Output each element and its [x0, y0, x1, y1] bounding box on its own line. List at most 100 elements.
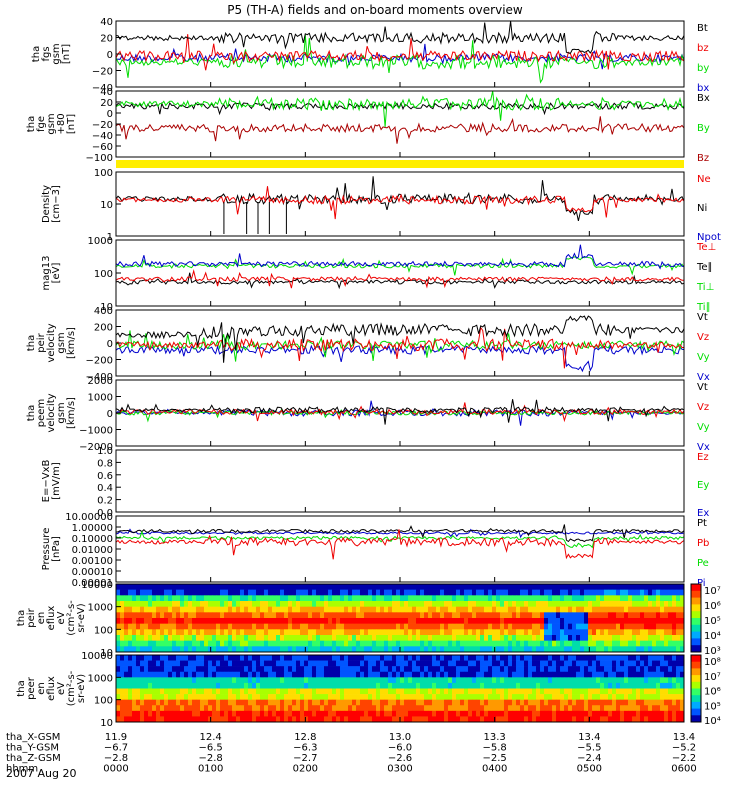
- spec-cell: [224, 623, 229, 630]
- spec-cell: [644, 716, 649, 723]
- spec-cell: [580, 655, 585, 661]
- spec-cell: [312, 671, 317, 678]
- spec-cell: [248, 666, 253, 673]
- spec-cell: [436, 635, 441, 641]
- spec-cell: [372, 612, 377, 619]
- spec-cell: [556, 677, 561, 684]
- spec-cell: [528, 646, 533, 653]
- legend-entry: Pb: [697, 538, 709, 549]
- spec-cell: [388, 710, 393, 717]
- spec-cell: [124, 705, 129, 712]
- spec-cell: [420, 677, 425, 684]
- spec-cell: [644, 655, 649, 661]
- spec-cell: [660, 666, 665, 673]
- spec-cell: [384, 623, 389, 630]
- spec-cell: [356, 635, 361, 641]
- spec-cell: [156, 688, 161, 695]
- spec-cell: [116, 710, 121, 717]
- spec-cell: [672, 618, 677, 624]
- spec-cell: [448, 677, 453, 684]
- spec-cell: [608, 623, 613, 630]
- spec-cell: [324, 606, 329, 613]
- colorbar-cell: [691, 597, 701, 605]
- spec-cell: [240, 705, 245, 712]
- spec-cell: [576, 601, 581, 607]
- spec-cell: [364, 584, 369, 590]
- spec-cell: [636, 646, 641, 653]
- spec-cell: [448, 601, 453, 607]
- spec-cell: [312, 677, 317, 684]
- spec-cell: [320, 688, 325, 695]
- legend-entry: Vy: [697, 352, 710, 363]
- spec-cell: [620, 635, 625, 641]
- spec-cell: [180, 640, 185, 647]
- spec-cell: [124, 623, 129, 630]
- spec-cell: [328, 584, 333, 590]
- spec-cell: [360, 688, 365, 695]
- spec-cell: [308, 635, 313, 641]
- spec-cell: [448, 655, 453, 661]
- xaxis-value: −6.3: [293, 743, 317, 754]
- legend-entry: bx: [697, 83, 709, 94]
- spec-cell: [628, 705, 633, 712]
- spec-cell: [540, 595, 545, 602]
- spec-cell: [476, 705, 481, 712]
- spec-cell: [468, 716, 473, 723]
- spec-cell: [156, 635, 161, 641]
- spec-cell: [560, 705, 565, 712]
- spec-cell: [672, 606, 677, 613]
- spec-cell: [288, 655, 293, 661]
- spec-cell: [484, 601, 489, 607]
- spec-cell: [356, 595, 361, 602]
- spec-cell: [636, 655, 641, 661]
- spec-cell: [676, 682, 681, 689]
- spec-cell: [352, 699, 357, 706]
- spec-cell: [520, 677, 525, 684]
- spec-cell: [408, 589, 413, 596]
- spec-cell: [592, 655, 597, 661]
- spec-cell: [408, 629, 413, 636]
- spec-cell: [588, 705, 593, 712]
- spec-cell: [464, 623, 469, 630]
- spec-cell: [244, 629, 249, 636]
- spec-cell: [384, 660, 389, 667]
- spec-cell: [400, 589, 405, 596]
- spec-cell: [560, 671, 565, 678]
- spec-cell: [600, 601, 605, 607]
- spec-cell: [596, 694, 601, 700]
- spec-cell: [644, 640, 649, 647]
- spec-cell: [624, 606, 629, 613]
- spec-cell: [576, 705, 581, 712]
- spec-cell: [204, 589, 209, 596]
- spec-cell: [356, 716, 361, 723]
- spec-cell: [204, 699, 209, 706]
- spec-cell: [484, 623, 489, 630]
- spec-cell: [292, 677, 297, 684]
- spec-cell: [484, 595, 489, 602]
- spec-cell: [452, 705, 457, 712]
- spec-cell: [604, 705, 609, 712]
- spec-cell: [588, 595, 593, 602]
- spec-cell: [312, 629, 317, 636]
- spec-cell: [668, 646, 673, 653]
- spec-cell: [556, 618, 561, 624]
- spec-cell: [324, 612, 329, 619]
- spec-cell: [624, 716, 629, 723]
- spec-cell: [288, 618, 293, 624]
- spec-cell: [660, 623, 665, 630]
- spec-cell: [284, 623, 289, 630]
- spec-cell: [384, 595, 389, 602]
- spec-cell: [452, 640, 457, 647]
- spec-cell: [128, 671, 133, 678]
- spec-cell: [376, 623, 381, 630]
- spec-cell: [364, 677, 369, 684]
- spec-cell: [632, 612, 637, 619]
- spec-cell: [392, 671, 397, 678]
- spec-cell: [620, 682, 625, 689]
- spec-cell: [656, 682, 661, 689]
- spec-cell: [528, 606, 533, 613]
- spec-cell: [372, 677, 377, 684]
- spec-cell: [360, 595, 365, 602]
- spec-cell: [444, 589, 449, 596]
- spec-cell: [648, 682, 653, 689]
